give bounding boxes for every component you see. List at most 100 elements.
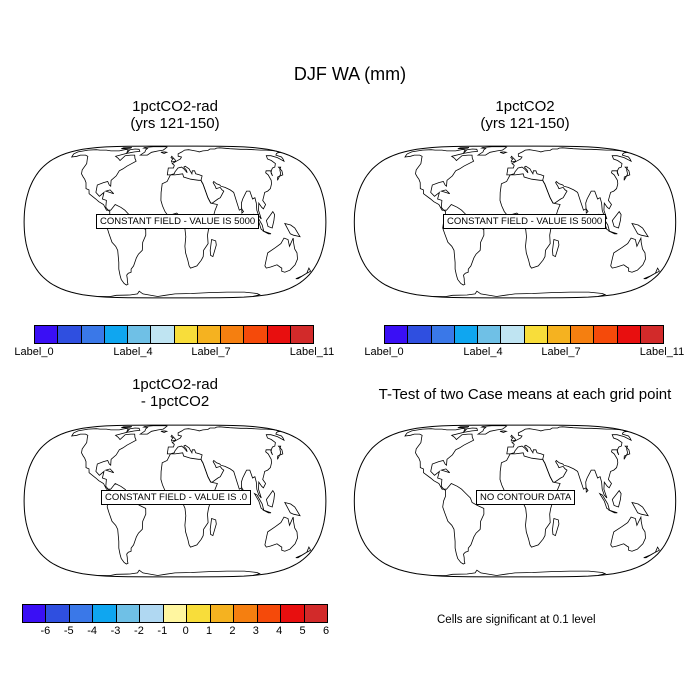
coastline-nz xyxy=(295,546,312,559)
panel-title-3-line1: 1pctCO2-rad xyxy=(132,376,218,393)
cbar1-swatch-10 xyxy=(267,326,291,343)
cbar3-swatch-5 xyxy=(140,605,164,622)
cbar3-swatch-0 xyxy=(23,605,47,622)
coastline-uk xyxy=(170,155,177,163)
cbar3-swatch-7 xyxy=(187,605,211,622)
coastline-borneo xyxy=(611,210,622,229)
coastline-antarctica xyxy=(97,290,261,297)
cbar2-swatch-2 xyxy=(431,326,455,343)
cbar2-swatch-7 xyxy=(547,326,571,343)
map-outline-3 xyxy=(23,424,327,578)
coastline-greenland xyxy=(476,146,508,156)
cbar3-swatch-2 xyxy=(69,605,94,622)
map-panel-4 xyxy=(350,412,680,590)
cbar3-swatch-3 xyxy=(93,605,117,622)
coastline-baffin xyxy=(462,427,479,433)
cbar3-label-11: 5 xyxy=(299,625,306,637)
coastline-japan xyxy=(277,445,284,460)
cbar1-swatch-0 xyxy=(35,326,59,343)
coastline-arcticIsl xyxy=(457,147,470,150)
cbar3-label-5: -1 xyxy=(157,625,168,637)
coastline-newGuinea xyxy=(631,222,649,238)
cbar2-swatch-3 xyxy=(454,326,478,343)
cbar2-label-7: Label_7 xyxy=(541,346,581,358)
panel-title-4-line1: T-Test of two Case means at each grid po… xyxy=(378,386,672,403)
cbar2-swatch-6 xyxy=(524,326,548,343)
panel-title-2-line1: 1pctCO2 xyxy=(495,98,555,115)
coastline-arcticIsl xyxy=(121,147,132,150)
coastline-indonesia2 xyxy=(608,509,618,514)
coastline-uk xyxy=(510,434,517,442)
cbar2-swatch-10 xyxy=(617,326,641,343)
coastline-iceland xyxy=(499,430,508,433)
cbar3-label-8: 2 xyxy=(229,625,236,637)
cbar2-swatch-11 xyxy=(640,326,663,343)
coastline-eurasia xyxy=(166,426,285,499)
map-panel-3 xyxy=(20,412,330,590)
cbar3-label-1: -5 xyxy=(63,625,74,637)
cbar1-swatch-3 xyxy=(104,326,128,343)
coastline-northAmerica xyxy=(70,427,137,490)
cbar3-label-3: -3 xyxy=(110,625,121,637)
cbar1-swatch-4 xyxy=(128,326,152,343)
panel-title-3: 1pctCO2-rad - 1pctCO2 xyxy=(20,376,330,410)
coastline-madagascar xyxy=(552,517,560,537)
world-map-3 xyxy=(23,424,327,578)
coastline-cuba xyxy=(439,468,450,474)
map-outline-4 xyxy=(353,424,677,578)
cbar1-swatch-8 xyxy=(221,326,245,343)
significance-note: Cells are significant at 0.1 level xyxy=(437,614,596,626)
cbar2-label-0: Label_0 xyxy=(364,346,404,358)
coastline-iceland xyxy=(499,151,508,154)
coastline-borneo xyxy=(611,489,622,508)
cbar3-label-10: 4 xyxy=(276,625,283,637)
panel-title-4: T-Test of two Case means at each grid po… xyxy=(350,386,700,403)
cbar1-swatch-2 xyxy=(81,326,105,343)
coastline-greenland xyxy=(139,425,168,435)
coastline-northAmerica xyxy=(404,148,475,211)
coastline-borneo xyxy=(265,210,276,229)
cbar2-swatch-8 xyxy=(571,326,595,343)
coastline-arcticIsl xyxy=(121,426,132,429)
world-map-4 xyxy=(353,424,677,578)
colorbar-diff xyxy=(22,604,328,623)
coastline-cuba xyxy=(104,189,114,195)
coastline-antarctica xyxy=(432,569,607,576)
coastline-northAmerica xyxy=(404,427,475,490)
cbar2-swatch-0 xyxy=(385,326,409,343)
coastline-australia xyxy=(264,516,298,552)
coastline-baffin xyxy=(125,148,141,154)
coastline-baffin xyxy=(125,427,141,433)
cbar2-label-11: Label_11 xyxy=(639,346,685,358)
panel-title-1: 1pctCO2-rad (yrs 121-150) xyxy=(20,98,330,132)
coastline-cuba xyxy=(104,468,114,474)
cbar2-swatch-4 xyxy=(478,326,502,343)
coastline-indonesia1 xyxy=(598,492,611,511)
coastline-uk xyxy=(510,155,517,163)
cbar3-swatch-8 xyxy=(210,605,235,622)
world-map-2 xyxy=(353,145,677,299)
main-title: DJF WA (mm) xyxy=(293,64,407,84)
coastline-indonesia2 xyxy=(262,230,272,235)
panel-title-1-line1: 1pctCO2-rad xyxy=(132,98,218,115)
cbar3-swatch-10 xyxy=(257,605,282,622)
coastline-nz xyxy=(643,267,660,280)
cbar1-swatch-5 xyxy=(151,326,175,343)
panel-title-1-line2: (yrs 121-150) xyxy=(130,115,220,132)
coastline-iceland xyxy=(160,430,169,433)
coastline-antarctica xyxy=(97,569,261,576)
panel-title-3-line2: - 1pctCO2 xyxy=(140,393,210,410)
cbar1-label-0: Label_0 xyxy=(14,346,54,358)
cbar3-label-9: 3 xyxy=(252,625,259,637)
cbar1-swatch-1 xyxy=(58,326,82,343)
cbar3-swatch-9 xyxy=(234,605,258,622)
cbar1-label-7: Label_7 xyxy=(191,346,231,358)
no-contour-label-4: NO CONTOUR DATA xyxy=(476,490,576,505)
coastline-uk xyxy=(170,434,177,442)
coastline-greenland xyxy=(476,425,508,435)
coastline-madagascar xyxy=(209,238,217,258)
coastline-japan xyxy=(277,166,284,181)
cbar3-label-2: -4 xyxy=(87,625,98,637)
colorbar-case-1 xyxy=(34,325,314,344)
coastline-madagascar xyxy=(552,238,560,258)
